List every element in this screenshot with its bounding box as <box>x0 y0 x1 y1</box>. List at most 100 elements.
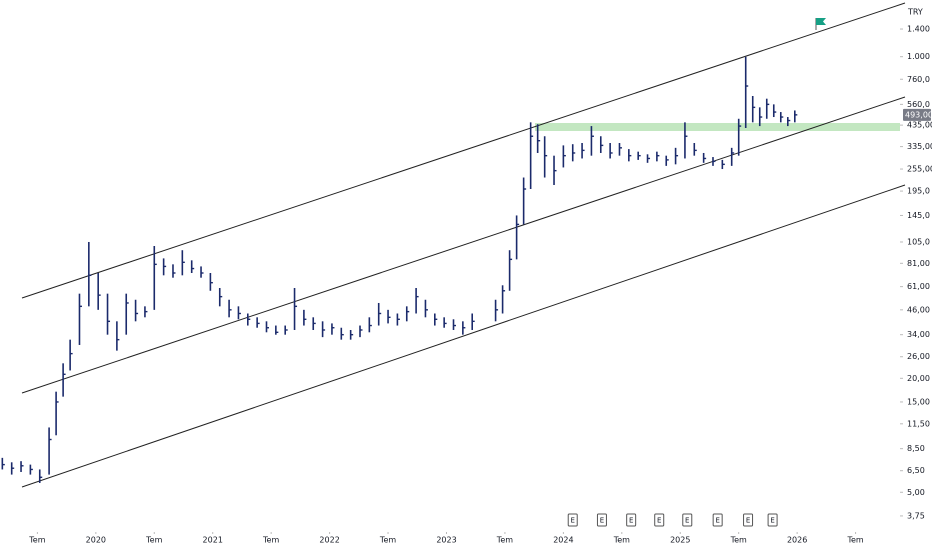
price-bar <box>581 143 585 159</box>
y-tick-label: 20,00 <box>907 374 930 383</box>
price-bar <box>284 325 288 335</box>
y-tick-label: 435,00 <box>907 121 932 130</box>
x-tick-label: Tem <box>28 536 45 545</box>
earnings-marker <box>596 513 607 527</box>
price-bar <box>200 266 204 278</box>
price-bar <box>153 245 157 310</box>
price-bar <box>415 287 419 314</box>
x-tick-label: Tem <box>379 536 396 545</box>
x-tick-label: Tem <box>846 536 863 545</box>
price-bar <box>779 112 784 123</box>
price-bar <box>471 313 475 330</box>
price-bar <box>702 152 707 163</box>
price-bar <box>190 260 195 274</box>
price-bar <box>97 273 101 310</box>
y-tick-label: 6,50 <box>907 466 925 475</box>
price-bar <box>628 149 632 162</box>
price-bar <box>772 104 777 118</box>
y-tick-label: 195,0 <box>907 187 930 196</box>
price-bar <box>331 323 335 335</box>
price-bar <box>162 258 167 276</box>
currency: TRY <box>907 8 923 17</box>
price-bar <box>349 329 354 340</box>
price-bar <box>590 126 594 156</box>
y-tick-label: 8,50 <box>907 444 925 453</box>
earnings-marker <box>626 513 637 527</box>
price-bar <box>744 56 749 129</box>
price-bar <box>730 147 735 166</box>
last-price-box <box>903 108 931 121</box>
price-bar <box>38 469 43 483</box>
x-tick-label: Tem <box>730 536 747 545</box>
price-bar <box>529 122 534 190</box>
price-bar <box>693 143 697 156</box>
price-bar <box>665 155 669 166</box>
price-bar <box>256 317 260 328</box>
price-bar <box>293 287 298 330</box>
price-bar <box>144 306 148 318</box>
price-bar <box>618 143 622 156</box>
price-bar <box>515 215 520 260</box>
price-bar <box>116 321 120 351</box>
last-price-label: 493,00 <box>905 110 932 119</box>
channel-lower <box>21 184 906 488</box>
price-bar <box>62 363 66 397</box>
price-bar <box>405 306 410 322</box>
price-bar <box>751 95 756 123</box>
earnings-label: E <box>571 517 575 525</box>
y-tick-label: 1.400 <box>907 25 930 34</box>
price-bar <box>218 287 223 307</box>
x-tick-label: Tem <box>262 536 279 545</box>
price-bar <box>29 464 33 475</box>
y-tick-label: 335,00 <box>907 142 932 151</box>
price-bar <box>359 325 363 338</box>
price-bar <box>452 319 457 330</box>
price-bar <box>494 299 499 322</box>
price-bar <box>88 241 92 307</box>
earnings-label: E <box>657 517 661 525</box>
x-tick-label: 2026 <box>787 536 807 545</box>
price-bar <box>246 313 251 326</box>
x-tick-label: 2025 <box>670 536 690 545</box>
x-tick-label: 2022 <box>319 536 339 545</box>
price-bar <box>712 157 716 166</box>
price-bar <box>721 159 725 170</box>
x-tick-label: 2024 <box>553 536 573 545</box>
y-tick-label: 26,00 <box>907 352 930 361</box>
earnings-marker <box>712 513 723 527</box>
price-bar <box>78 293 82 345</box>
price-bar <box>562 145 566 168</box>
price-bar <box>1 457 5 470</box>
price-bar <box>10 462 15 475</box>
y-tick-label: 81,00 <box>907 259 930 268</box>
support-zone <box>535 123 900 131</box>
price-bar <box>434 313 438 326</box>
x-tick-label: 2023 <box>436 536 456 545</box>
y-tick-label: 255,00 <box>907 165 932 174</box>
earnings-label: E <box>600 517 604 525</box>
price-bar <box>684 122 688 159</box>
price-bar <box>656 151 660 162</box>
price-bar <box>424 299 428 318</box>
price-bar <box>609 143 613 159</box>
price-bar <box>321 321 326 338</box>
price-bar <box>758 107 763 127</box>
price-bar <box>599 136 604 153</box>
y-tick-label: 11,50 <box>907 419 930 428</box>
price-bar <box>536 124 541 153</box>
price-bar <box>765 98 770 119</box>
y-tick-label: 46,00 <box>907 305 930 314</box>
y-tick-label: 145,0 <box>907 211 930 220</box>
y-tick-label: 34,00 <box>907 330 930 339</box>
price-bar <box>794 110 798 123</box>
earnings-label: E <box>770 517 774 525</box>
earnings-marker <box>682 513 693 527</box>
price-bar <box>55 391 59 436</box>
x-tick-label: 2021 <box>203 536 223 545</box>
price-bar <box>312 317 316 330</box>
x-tick-label: 2020 <box>86 536 106 545</box>
price-bar <box>501 285 506 314</box>
channel-middle <box>21 96 906 394</box>
earnings-marker <box>743 513 754 527</box>
price-bar <box>181 250 185 276</box>
